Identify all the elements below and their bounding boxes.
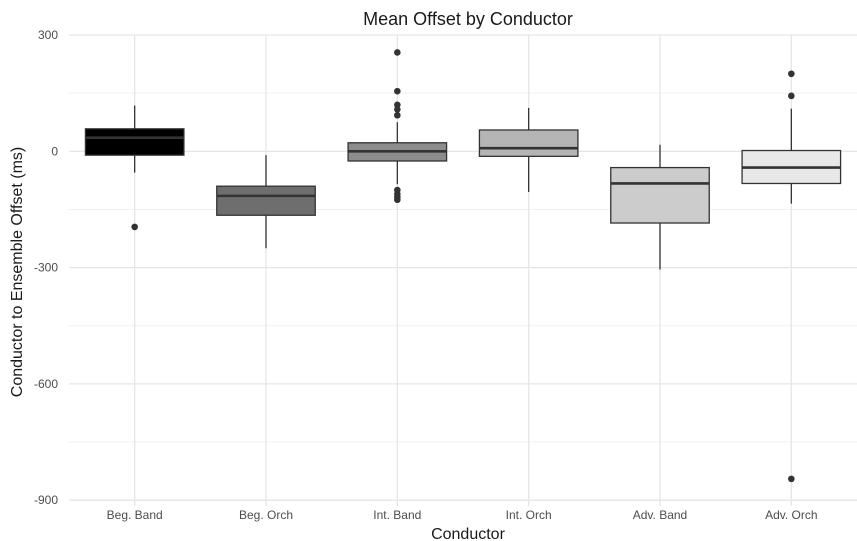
box-iqr	[610, 166, 710, 224]
x-tick-label: Beg. Orch	[239, 508, 293, 522]
grid	[69, 34, 857, 506]
outlier-point	[131, 223, 138, 231]
outlier-point	[394, 106, 401, 113]
box-int-orch	[478, 107, 579, 192]
outlier-point	[394, 87, 401, 95]
x-axis-ticks: Beg. Band Beg. Orch Int. Band Int. Orch Adv.…	[107, 508, 818, 522]
x-tick-label: Adv. Orch	[765, 508, 817, 522]
outlier-point	[394, 196, 401, 204]
outlier-point	[394, 111, 401, 119]
x-tick-label: Int. Band	[373, 508, 421, 522]
outlier-point	[394, 49, 401, 56]
x-tick-label: Beg. Band	[107, 508, 163, 522]
y-axis-title: Conductor to Ensemble Offset (ms)	[9, 147, 26, 397]
y-tick-label: -600	[34, 377, 58, 391]
outlier-point	[788, 70, 795, 78]
outlier-point	[788, 92, 795, 100]
box-iqr	[478, 129, 579, 157]
y-tick-label: 0	[51, 144, 58, 158]
y-axis-ticks: 300 0 -300 -600 -900	[34, 28, 58, 507]
boxes	[84, 49, 842, 483]
y-tick-label: -900	[34, 493, 58, 507]
box-beg-band	[84, 105, 185, 231]
y-tick-label: -300	[34, 261, 58, 275]
box-adv-band	[610, 144, 710, 270]
box-adv-orch	[741, 70, 842, 483]
chart-title: Mean Offset by Conductor	[363, 9, 573, 29]
x-tick-label: Adv. Band	[633, 508, 687, 522]
x-axis-title: Conductor	[431, 526, 505, 541]
box-int-band	[347, 49, 448, 204]
x-tick-label: Int. Orch	[506, 508, 552, 522]
box-iqr	[216, 185, 316, 216]
box-iqr	[84, 128, 185, 156]
outlier-point	[394, 101, 401, 109]
box-beg-orch	[216, 155, 316, 249]
y-tick-label: 300	[38, 28, 58, 42]
outlier-point	[788, 475, 795, 483]
